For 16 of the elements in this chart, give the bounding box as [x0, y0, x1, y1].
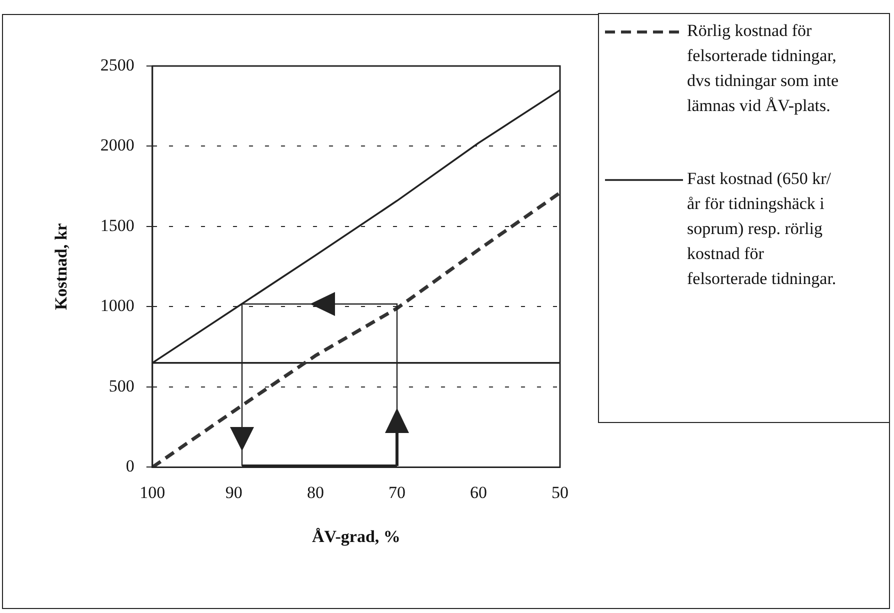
x-tick-label: 90 — [225, 482, 242, 502]
y-tick-label: 500 — [108, 376, 134, 396]
x-tick-label: 100 — [140, 482, 166, 502]
x-axis-title: ÅV-grad, % — [312, 527, 400, 546]
legend-label: Rörlig kostnad för felsorterade tidningar, dvs tidningar som inte lämnas vid ÅV-plats. — [687, 20, 840, 117]
y-tick-label: 1000 — [100, 296, 134, 316]
y-tick-label: 0 — [126, 456, 134, 476]
y-tick-label: 2500 — [100, 55, 134, 74]
y-tick-label: 1500 — [100, 216, 134, 235]
x-tick-label: 50 — [552, 482, 568, 502]
x-tick-label: 80 — [306, 482, 324, 502]
x-tick-label: 60 — [470, 482, 487, 502]
y-tick-label: 2000 — [100, 136, 134, 155]
x-tick-label: 70 — [388, 482, 406, 502]
legend-label: Fast kostnad (650 kr/år för tidningshäck i soprum) resp. rörlig kostnad för felsorterade tidningar. — [687, 168, 838, 290]
y-axis-title: Kostnad, kr — [52, 222, 71, 310]
